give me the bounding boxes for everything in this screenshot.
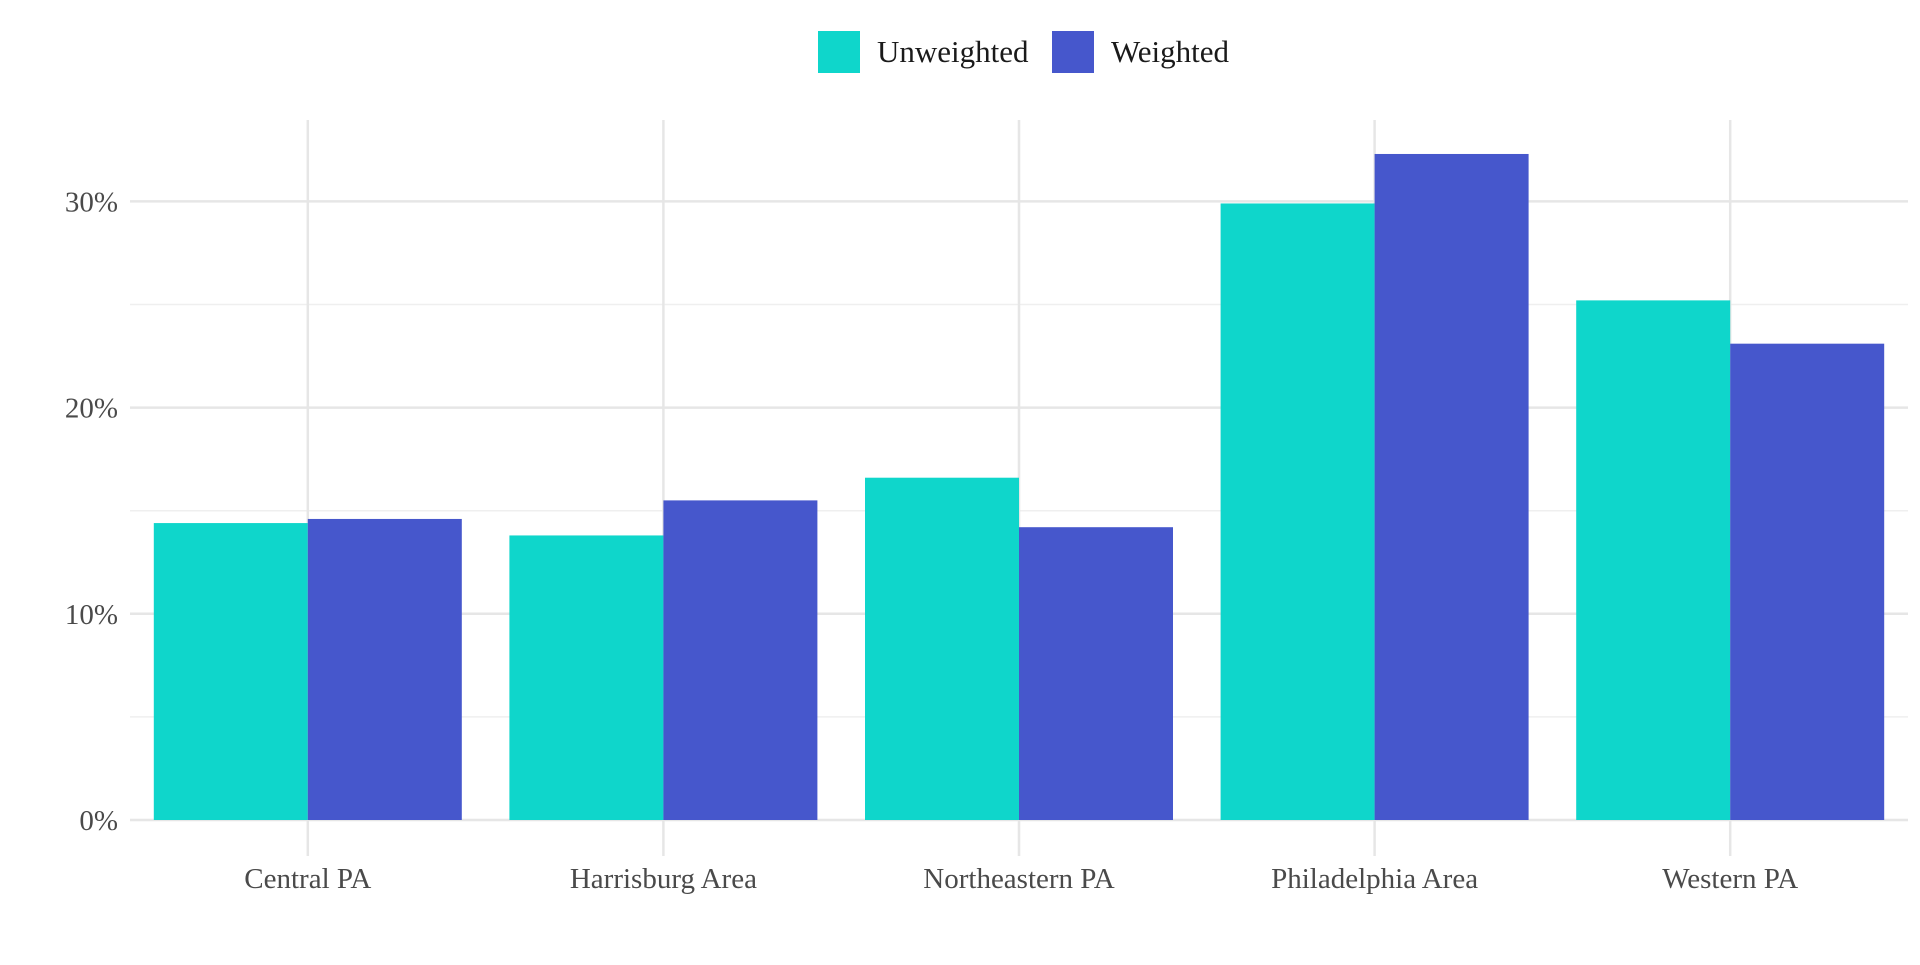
bar-unweighted-northeastern-pa	[865, 477, 1019, 820]
legend: Unweighted Weighted	[818, 31, 1230, 73]
bar-weighted-central-pa	[307, 518, 462, 820]
y-tick-label: 0%	[79, 805, 118, 837]
bars	[153, 153, 1885, 821]
x-tick-label: Western PA	[1662, 863, 1798, 895]
legend-swatch-unweighted	[818, 31, 860, 73]
bar-unweighted-harrisburg-area	[509, 535, 664, 820]
bar-weighted-northeastern-pa	[1019, 527, 1173, 820]
axis-labels: 0% 10% 20% 30% Central PA Harrisburg Area Nort…	[65, 186, 1798, 895]
bar-weighted-harrisburg-area	[663, 500, 818, 820]
x-tick-label: Northeastern PA	[923, 863, 1114, 895]
x-tick-label: Harrisburg Area	[570, 863, 757, 895]
bar-weighted-philadelphia-area	[1374, 153, 1529, 820]
x-tick-label: Central PA	[244, 863, 371, 895]
legend-label-unweighted: Unweighted	[877, 34, 1029, 69]
bar-weighted-western-pa	[1730, 343, 1885, 820]
x-tick-label: Philadelphia Area	[1271, 863, 1478, 895]
y-tick-label: 20%	[65, 393, 118, 425]
y-tick-label: 30%	[65, 186, 118, 218]
bar-unweighted-philadelphia-area	[1220, 203, 1375, 820]
legend-label-weighted: Weighted	[1111, 34, 1230, 69]
legend-swatch-weighted	[1052, 31, 1094, 73]
y-tick-label: 10%	[65, 599, 118, 631]
bar-unweighted-central-pa	[153, 523, 308, 820]
bar-unweighted-western-pa	[1576, 300, 1731, 821]
